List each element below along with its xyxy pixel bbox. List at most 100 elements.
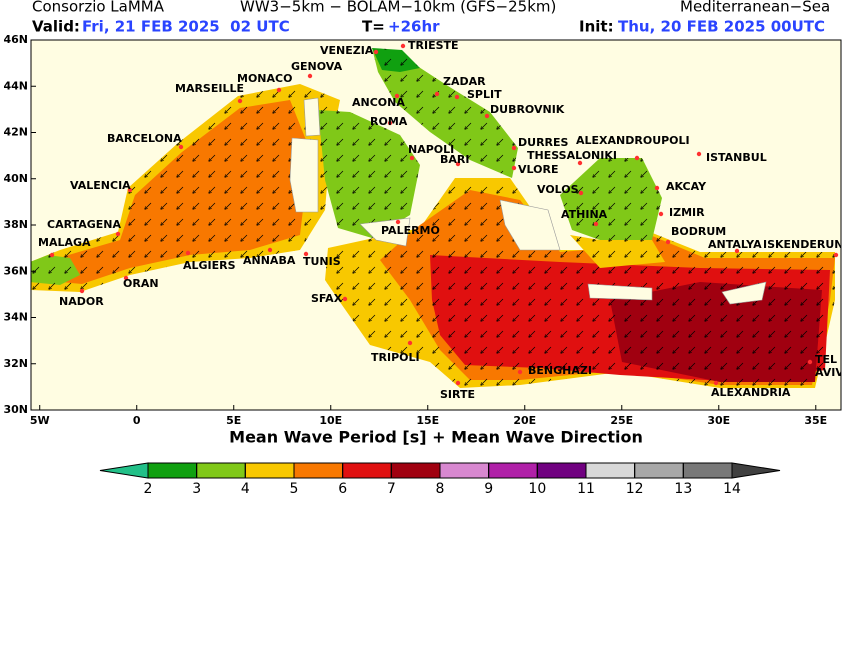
wave-arrow (81, 266, 88, 273)
wave-arrow (737, 362, 744, 369)
wave-arrow (609, 266, 616, 273)
wave-arrow (769, 346, 776, 353)
wave-arrow (433, 314, 440, 321)
island (587, 283, 653, 301)
y-tick-label: 38N (3, 218, 28, 231)
wave-arrow (833, 250, 835, 257)
wave-arrow (241, 202, 248, 209)
wave-arrow (705, 266, 712, 273)
city-label: MARSEILLE (175, 82, 244, 95)
wave-arrow (129, 218, 136, 225)
city-dot (658, 211, 664, 217)
wave-arrow (609, 170, 616, 177)
wave-arrow (193, 250, 200, 257)
wave-arrow (449, 298, 456, 305)
wave-arrow (673, 314, 680, 321)
wave-arrow (641, 346, 648, 353)
wave-arrow (545, 362, 552, 369)
wave-arrow (369, 138, 376, 145)
city-dot (303, 251, 309, 257)
wave-arrow (209, 202, 216, 209)
wave-arrow (337, 266, 344, 273)
wave-arrow (721, 282, 728, 289)
wave-arrow (177, 234, 184, 241)
city-dot (267, 247, 273, 253)
wave-arrow (145, 186, 152, 193)
wave-arrow (433, 122, 440, 129)
wave-arrow (417, 266, 424, 273)
wave-arrow (657, 330, 664, 337)
wave-arrow (785, 298, 792, 305)
city-dot (484, 113, 490, 119)
city-dot (634, 155, 640, 161)
wave-arrow (593, 250, 600, 257)
wave-arrow (33, 266, 40, 273)
colorbar-segment (196, 462, 246, 479)
island (303, 97, 321, 137)
wave-arrow (129, 202, 136, 209)
city-label: ALGIERS (183, 259, 236, 272)
wave-arrow (161, 218, 168, 225)
wave-arrow (737, 346, 744, 353)
wave-arrow (305, 90, 312, 97)
wave-arrow (705, 314, 712, 321)
city-dot (115, 231, 121, 237)
city-dot (455, 161, 461, 167)
sea-region (610, 282, 822, 382)
wave-arrow (385, 186, 392, 193)
city-label: VOLOS (537, 183, 579, 196)
wave-arrow (481, 122, 488, 129)
wave-arrow (449, 202, 456, 209)
wave-arrow (529, 314, 536, 321)
wave-arrow (321, 138, 328, 145)
wave-arrow (161, 154, 168, 161)
wave-arrow (177, 170, 184, 177)
wave-arrow (273, 138, 280, 145)
wave-arrow (561, 362, 568, 369)
x-tick-label: 20E (513, 414, 536, 427)
wave-arrow (145, 218, 152, 225)
city-dot (409, 155, 415, 161)
wave-arrow (257, 154, 264, 161)
wave-arrow (417, 250, 424, 257)
wave-arrow (241, 218, 248, 225)
city-label: ZADAR (443, 75, 486, 88)
wave-arrow (561, 298, 568, 305)
wave-arrow (241, 106, 248, 113)
wave-arrow (449, 362, 456, 369)
wave-arrow (577, 314, 584, 321)
wave-arrow (225, 186, 232, 193)
city-label: ALEXANDRIA (711, 386, 791, 399)
init-time: Thu, 20 FEB 2025 00UTC (618, 18, 825, 36)
city-label: NADOR (59, 295, 104, 308)
wave-arrow (401, 298, 408, 305)
wave-arrow (625, 314, 632, 321)
wave-arrow (289, 90, 296, 97)
wave-arrow (737, 250, 744, 257)
wave-arrow (497, 314, 504, 321)
wave-arrow (753, 314, 760, 321)
wave-arrow (433, 106, 440, 113)
wave-arrow (257, 122, 264, 129)
wave-arrow (593, 266, 600, 273)
wave-arrow (561, 266, 568, 273)
wave-arrow (577, 186, 584, 193)
y-tick-label: 36N (3, 264, 28, 277)
wave-arrow (817, 362, 824, 369)
wave-arrow (193, 202, 200, 209)
wave-arrow (785, 266, 792, 273)
city-label: PALERMO (381, 224, 440, 237)
wave-arrow (385, 250, 392, 257)
wave-arrow (673, 362, 680, 369)
wave-arrow (289, 106, 296, 113)
wave-arrow (577, 298, 584, 305)
city-dot (49, 252, 55, 258)
wave-arrow (193, 234, 200, 241)
city-label: VLORE (518, 163, 558, 176)
wave-arrow (769, 266, 776, 273)
wave-arrow (833, 298, 835, 305)
y-tick-label: 44N (3, 79, 28, 92)
wave-arrow (769, 282, 776, 289)
wave-arrow (385, 298, 392, 305)
